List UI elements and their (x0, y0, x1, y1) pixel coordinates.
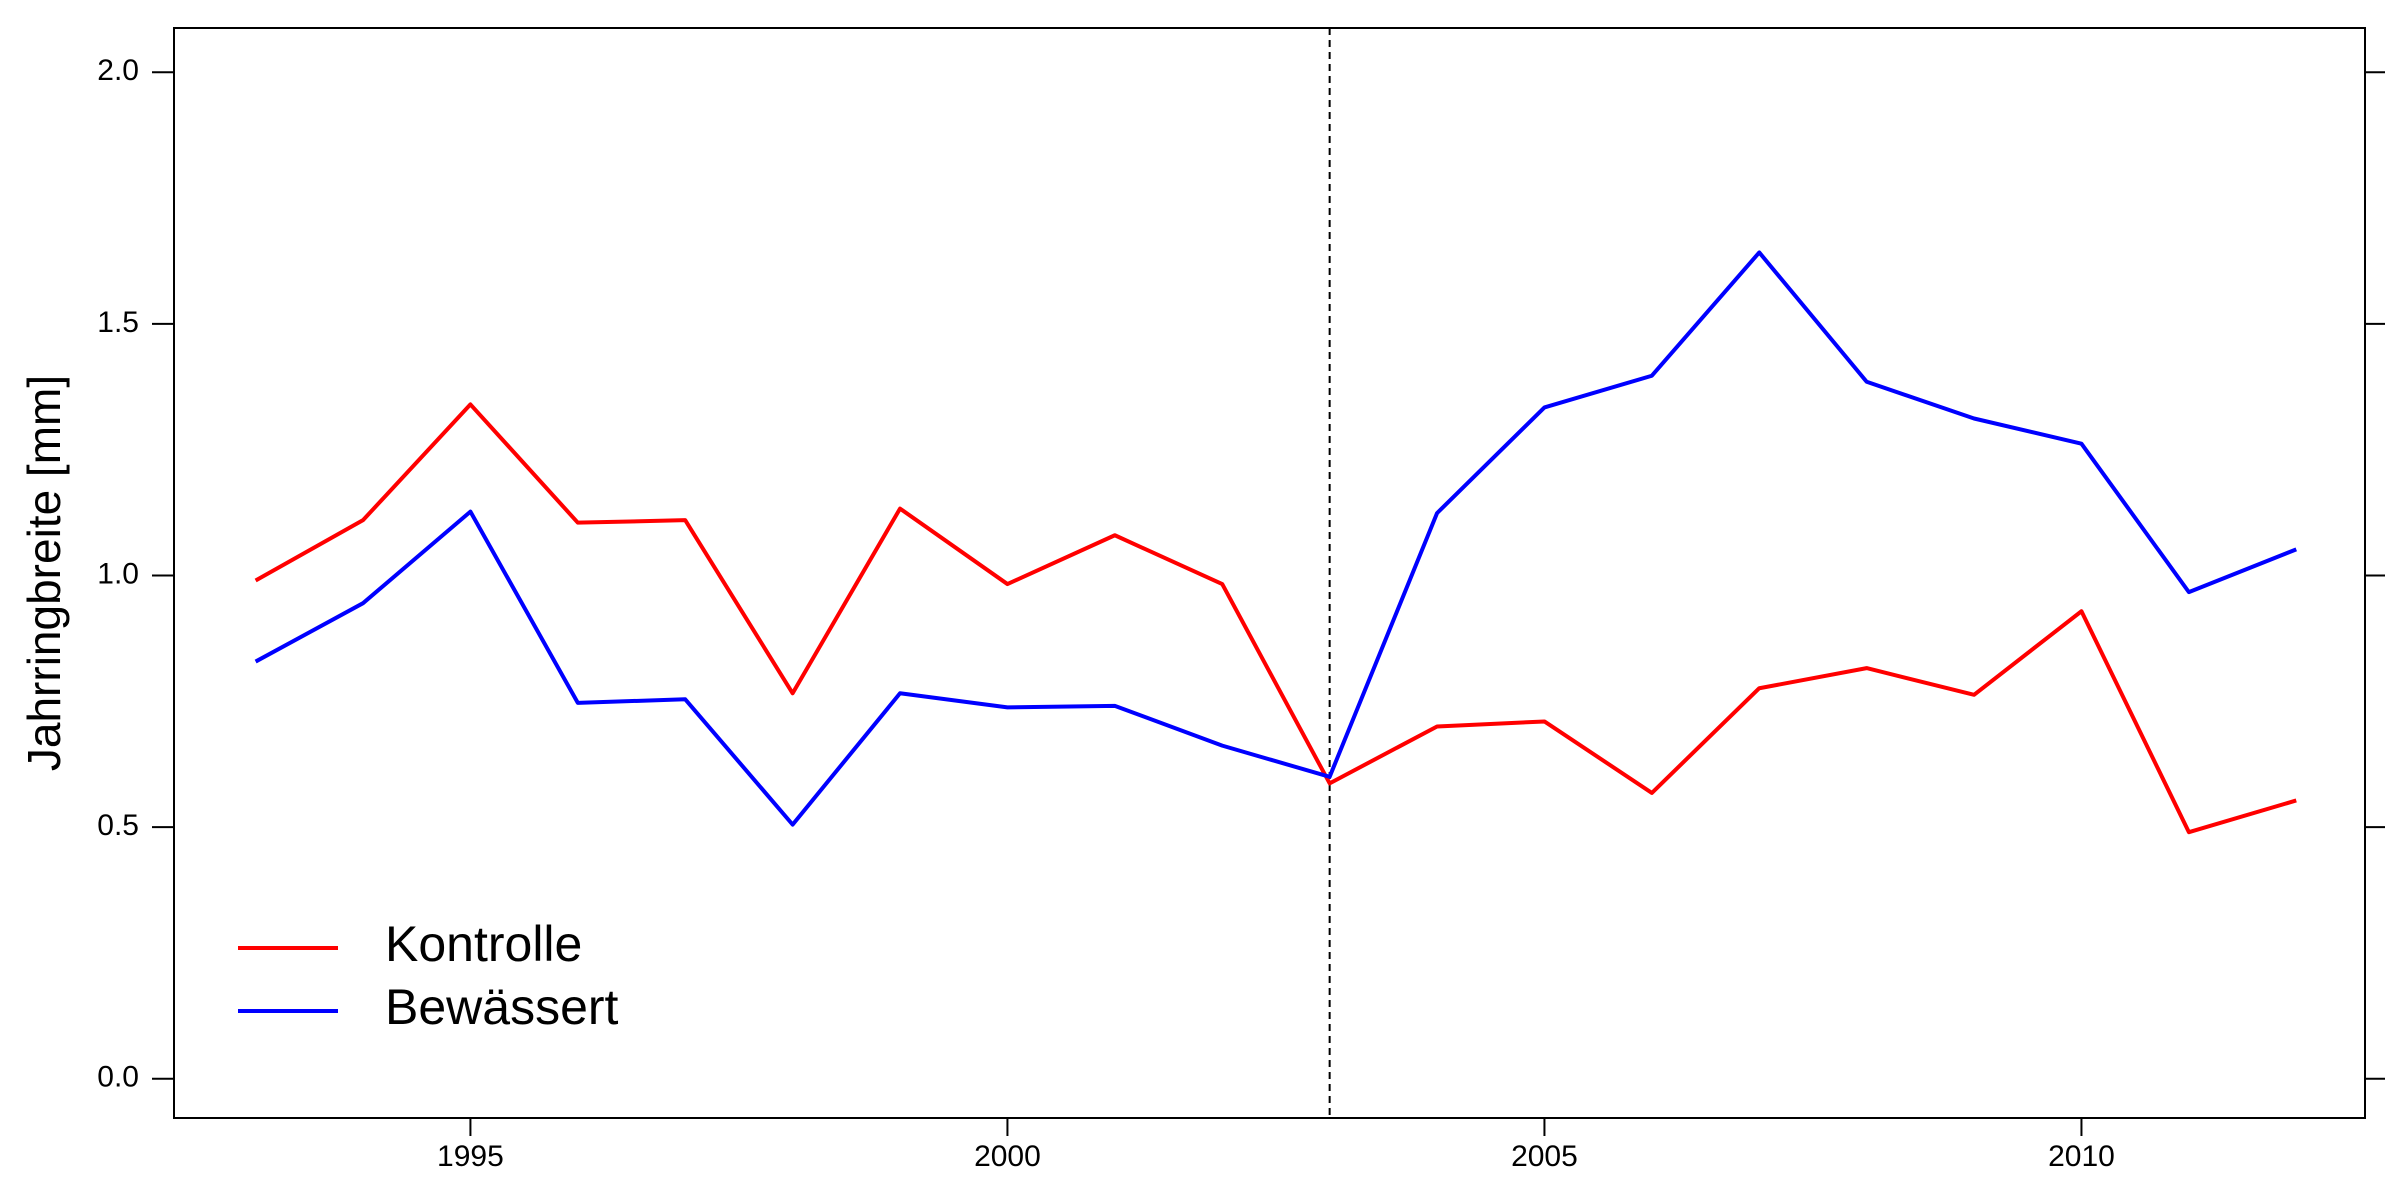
x-tick-label: 2010 (2048, 1140, 2115, 1173)
y-tick-label: 2.0 (97, 54, 139, 87)
y-tick-label: 0.0 (97, 1061, 139, 1094)
y-axis-label: Jahrringbreite [mm] (18, 375, 70, 771)
line-series (254, 250, 2298, 827)
x-tick-label: 2000 (974, 1140, 1041, 1173)
y-tick-label: 1.5 (97, 306, 139, 339)
y-tick-label: 0.5 (97, 809, 139, 842)
x-tick-label: 1995 (437, 1140, 504, 1173)
y-tick-label: 1.0 (97, 557, 139, 590)
legend-label: Kontrolle (385, 916, 582, 972)
legend-label: Bewässert (385, 979, 619, 1035)
x-tick-label: 2005 (1511, 1140, 1578, 1173)
plot-frame (173, 27, 2366, 1119)
line-series (254, 402, 2297, 835)
